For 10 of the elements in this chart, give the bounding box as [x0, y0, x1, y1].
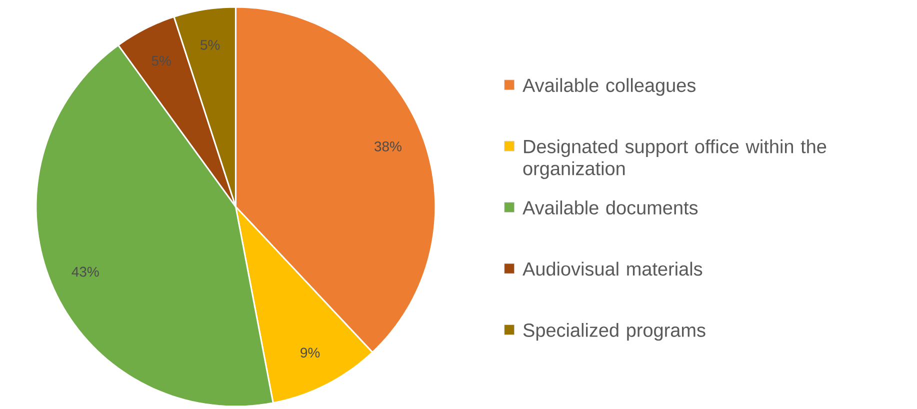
legend-label: Available colleagues	[522, 78, 696, 96]
data-label: 5%	[152, 56, 171, 66]
legend-label: Available documents	[522, 200, 698, 214]
legend-label: Audiovisual materials	[522, 262, 702, 276]
data-label: 38%	[374, 141, 402, 152]
data-label: 5%	[200, 40, 220, 50]
data-label: 9%	[300, 347, 320, 358]
legend-label: Specialized programs	[523, 322, 706, 340]
data-label: 43%	[72, 266, 99, 276]
legend-label: Designated support office within the organization	[523, 139, 826, 179]
